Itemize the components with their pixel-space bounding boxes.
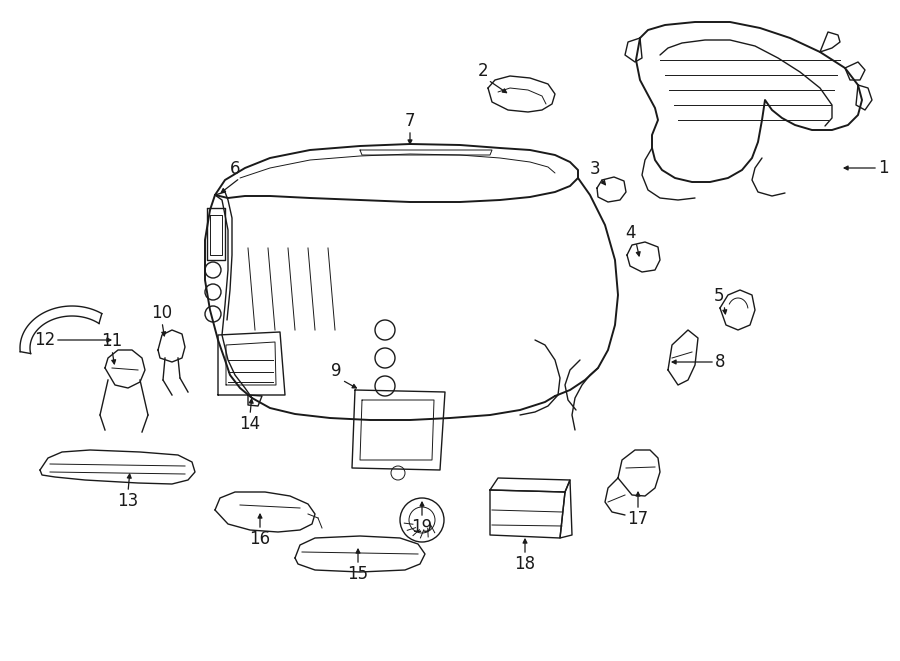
Text: 10: 10 (151, 304, 173, 322)
Text: 1: 1 (878, 159, 888, 177)
Text: 5: 5 (714, 287, 724, 305)
Text: 17: 17 (627, 510, 649, 528)
Text: 6: 6 (230, 160, 240, 178)
Text: 9: 9 (331, 362, 342, 380)
Text: 3: 3 (590, 160, 600, 178)
Text: 13: 13 (117, 492, 139, 510)
Text: 14: 14 (239, 415, 261, 433)
Text: 15: 15 (347, 565, 369, 583)
Text: 19: 19 (411, 518, 433, 536)
Text: 11: 11 (102, 332, 122, 350)
Text: 16: 16 (249, 530, 271, 548)
Text: 4: 4 (626, 224, 636, 242)
Text: 12: 12 (34, 331, 55, 349)
Text: 7: 7 (405, 112, 415, 130)
Text: 8: 8 (715, 353, 725, 371)
Text: 2: 2 (477, 62, 488, 80)
Text: 18: 18 (515, 555, 536, 573)
